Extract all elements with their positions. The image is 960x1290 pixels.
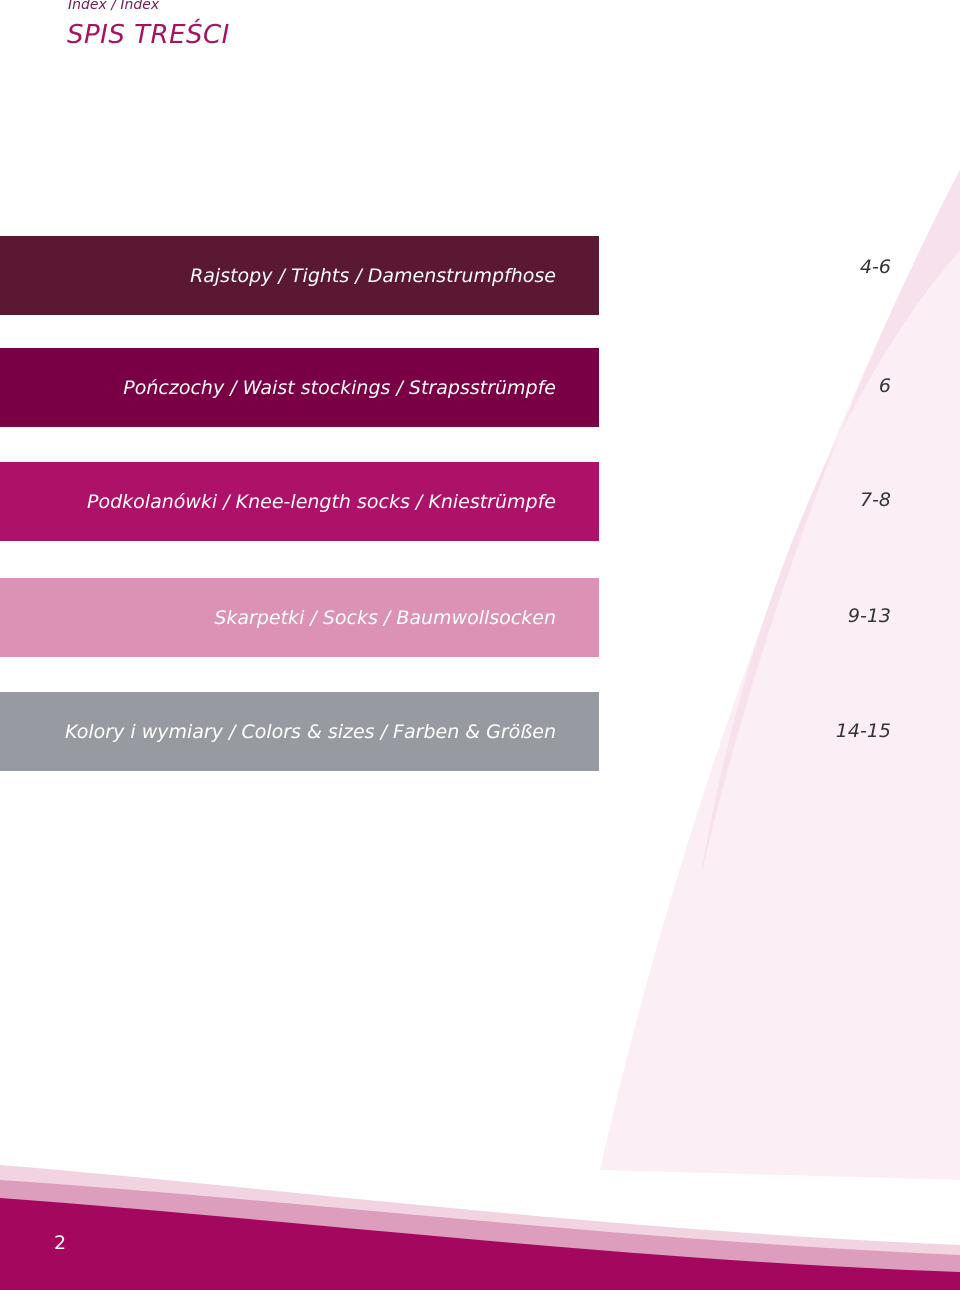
toc-item-tights[interactable]: Rajstopy / Tights / Damenstrumpfhose — [0, 236, 599, 315]
toc-item-pages: 14-15 — [835, 720, 891, 742]
toc-item-label: Skarpetki / Socks / Baumwollsocken — [214, 606, 556, 629]
page-number: 2 — [54, 1232, 67, 1254]
toc-item-socks[interactable]: Skarpetki / Socks / Baumwollsocken — [0, 578, 599, 657]
toc-item-pages: 4-6 — [859, 256, 891, 278]
toc-item-colors-sizes[interactable]: Kolory i wymiary / Colors & sizes / Farb… — [0, 692, 599, 771]
toc-item-label: Kolory i wymiary / Colors & sizes / Farb… — [64, 720, 556, 743]
footer-band — [0, 1198, 960, 1290]
breadcrumb: Index / Index — [68, 0, 160, 13]
toc-item-knee-socks[interactable]: Podkolanówki / Knee-length socks / Knies… — [0, 462, 599, 541]
toc-item-label: Rajstopy / Tights / Damenstrumpfhose — [190, 264, 556, 287]
toc-item-label: Pończochy / Waist stockings / Strapsstrü… — [123, 376, 556, 399]
toc-item-pages: 6 — [878, 375, 891, 397]
toc-item-pages: 9-13 — [847, 605, 891, 627]
toc-item-pages: 7-8 — [859, 489, 891, 511]
toc-item-label: Podkolanówki / Knee-length socks / Knies… — [87, 490, 556, 513]
toc-item-stockings[interactable]: Pończochy / Waist stockings / Strapsstrü… — [0, 348, 599, 427]
page-title: SPIS TREŚCI — [67, 20, 230, 50]
